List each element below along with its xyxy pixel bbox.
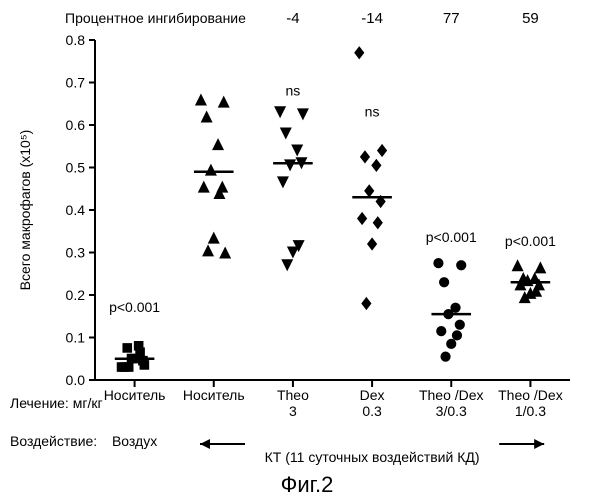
p-value-label: p<0.001 [505, 233, 556, 249]
data-point [446, 339, 456, 349]
exposure-air-label: Воздух [112, 433, 157, 449]
treatment-row-label: Лечение: мг/кг [10, 395, 103, 411]
kt-label: КТ (11 суточных воздействий КД) [265, 449, 480, 465]
y-tick-label: 0.0 [66, 372, 86, 388]
group-dose-label: 0.3 [362, 403, 382, 419]
group-dose-label: 3 [289, 403, 297, 419]
p-value-label: p<0.001 [426, 229, 477, 245]
y-tick-label: 0.6 [66, 117, 86, 133]
data-point [138, 356, 148, 366]
inhibition-value: -14 [361, 10, 383, 27]
data-point [455, 320, 465, 330]
data-point [281, 259, 293, 271]
data-point [512, 259, 524, 271]
data-point [373, 216, 383, 229]
data-point [371, 159, 381, 172]
group-dose-label: 3/0.3 [436, 403, 467, 419]
group-label: Dex [360, 387, 385, 403]
data-point [277, 176, 289, 188]
data-point [219, 247, 231, 259]
data-point [274, 106, 286, 118]
data-point [357, 212, 367, 225]
data-point [354, 46, 364, 59]
group-label: Theo /Dex [419, 387, 484, 403]
data-point [280, 128, 292, 140]
data-point [367, 237, 377, 250]
data-point [377, 144, 387, 157]
data-point [287, 247, 299, 259]
data-point [124, 362, 134, 372]
arrowhead-right [534, 439, 544, 449]
figure-caption: Фиг.2 [281, 472, 334, 497]
inhibition-value: -4 [286, 10, 299, 27]
y-tick-label: 0.2 [66, 287, 86, 303]
data-point [364, 184, 374, 197]
data-point [195, 94, 207, 106]
data-point [297, 108, 309, 120]
group-label: Носитель [104, 387, 166, 403]
y-tick-label: 0.1 [66, 330, 86, 346]
arrowhead-left [200, 439, 210, 449]
group-dose-label: 1/0.3 [515, 403, 546, 419]
data-point [284, 159, 296, 171]
p-value-label: ns [286, 82, 301, 98]
data-point [201, 111, 213, 123]
exposure-row-label: Воздействие: [10, 433, 97, 449]
data-point [205, 164, 217, 176]
data-point [202, 244, 214, 256]
group-label: Theo [277, 387, 309, 403]
data-point [291, 145, 303, 157]
data-point [440, 352, 450, 362]
scatter-chart: 0.0 0.1 0.2 0.3 0.4 0.5 0.6 0.7 0.8 Всего макрофа… [0, 0, 614, 500]
data-point [218, 96, 230, 108]
data-point [122, 343, 132, 353]
group-label: Носитель [183, 387, 245, 403]
inhibition-value: 77 [443, 10, 460, 27]
data-point [198, 181, 210, 193]
group-label: Theo /Dex [498, 387, 563, 403]
data-point [534, 261, 546, 273]
data-point [212, 138, 224, 150]
data-point [433, 258, 443, 268]
inhibition-value: 59 [522, 10, 539, 27]
inhibition-title: Процентное ингибирование [65, 10, 246, 26]
p-value-label: ns [365, 104, 380, 120]
p-value-label: p<0.001 [109, 299, 160, 315]
y-tick-label: 0.7 [66, 75, 86, 91]
y-tick-label: 0.3 [66, 245, 86, 261]
data-point [208, 232, 220, 244]
y-axis-label: Всего макрофагов (x10⁵) [17, 130, 33, 291]
data-point [436, 326, 446, 336]
y-tick-label: 0.5 [66, 160, 86, 176]
data-point [360, 150, 370, 163]
data-point [361, 297, 371, 310]
y-tick-label: 0.4 [66, 202, 86, 218]
data-point [456, 260, 466, 270]
data-point [452, 330, 462, 340]
y-tick-label: 0.8 [66, 32, 86, 48]
data-point [439, 277, 449, 287]
